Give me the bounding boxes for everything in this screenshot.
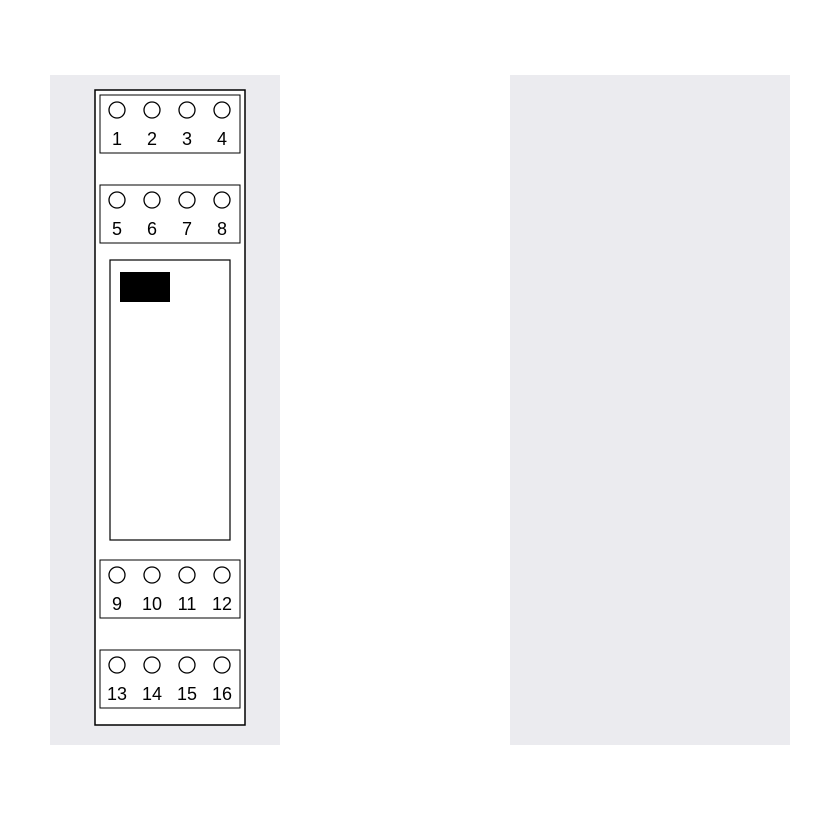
terminal-4 [214, 102, 230, 118]
terminal-label-1: 1 [112, 129, 122, 149]
terminal-label-7: 7 [182, 219, 192, 239]
terminal-label-5: 5 [112, 219, 122, 239]
terminal-3 [179, 102, 195, 118]
terminal-8 [214, 192, 230, 208]
terminal-6 [144, 192, 160, 208]
terminal-label-16: 16 [212, 684, 232, 704]
terminal-13 [109, 657, 125, 673]
terminal-11 [179, 567, 195, 583]
terminal-label-13: 13 [107, 684, 127, 704]
terminal-label-15: 15 [177, 684, 197, 704]
terminal-10 [144, 567, 160, 583]
terminal-12 [214, 567, 230, 583]
terminal-label-8: 8 [217, 219, 227, 239]
terminal-5 [109, 192, 125, 208]
terminal-label-9: 9 [112, 594, 122, 614]
logo-bg [120, 272, 170, 302]
terminal-label-6: 6 [147, 219, 157, 239]
terminal-label-2: 2 [147, 129, 157, 149]
terminal-14 [144, 657, 160, 673]
terminal-9 [109, 567, 125, 583]
terminal-label-12: 12 [212, 594, 232, 614]
terminal-7 [179, 192, 195, 208]
terminal-label-14: 14 [142, 684, 162, 704]
terminal-2 [144, 102, 160, 118]
terminal-1 [109, 102, 125, 118]
terminal-label-3: 3 [182, 129, 192, 149]
terminal-15 [179, 657, 195, 673]
terminal-label-4: 4 [217, 129, 227, 149]
terminal-16 [214, 657, 230, 673]
terminal-label-10: 10 [142, 594, 162, 614]
right-panel [510, 75, 790, 745]
terminal-label-11: 11 [178, 594, 197, 614]
